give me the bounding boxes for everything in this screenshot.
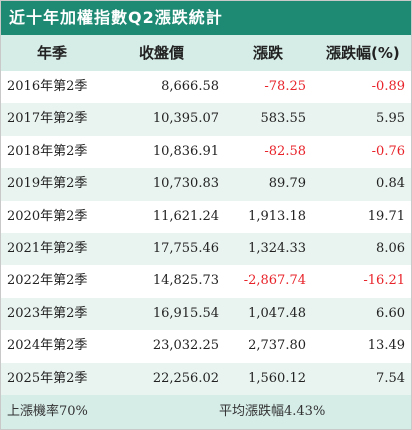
cell-close: 22,256.02 [152,370,219,386]
cell-period: 2024年第2季 [7,338,88,354]
table-title: 近十年加權指數Q2漲跌統計 [1,1,411,35]
header-period: 年季 [37,44,68,62]
cell-change: 1,324.33 [248,240,306,256]
table-row: 2017年第2季 10,395.07 583.55 5.95 [1,103,411,136]
cell-period: 2022年第2季 [7,273,88,289]
cell-period: 2018年第2季 [7,143,88,159]
table-row: 2021年第2季 17,755.46 1,324.33 8.06 [1,232,411,266]
table-row: 2024年第2季 23,032.25 2,737.80 13.49 [1,330,411,362]
cell-change: 1,560.12 [248,370,306,386]
table-row: 2020年第2季 11,621.24 1,913.18 19.71 [1,201,411,233]
footer-avg-change: 平均漲跌幅4.43% [219,404,326,419]
cell-change: 1,913.18 [248,208,306,224]
cell-pct: 8.06 [376,240,405,256]
table-body: 2016年第2季 8,666.58 -78.25 -0.89 2017年第2季 … [1,71,411,395]
cell-change: -78.25 [264,79,306,94]
cell-close: 16,915.54 [152,305,219,321]
table-header: 年季 收盤價 漲跌 漲跌幅(%) [1,35,411,71]
cell-close: 11,621.24 [152,208,219,224]
cell-pct: 6.60 [376,305,405,321]
cell-close: 10,395.07 [152,111,219,127]
cell-pct: 7.54 [376,370,405,386]
cell-pct: 5.95 [376,111,405,127]
table-row: 2022年第2季 14,825.73 -2,867.74 -16.21 [1,265,411,297]
cell-period: 2025年第2季 [7,370,88,386]
cell-change: 583.55 [260,111,307,127]
cell-change: -2,867.74 [243,273,306,289]
footer-up-rate: 上漲機率70% [7,404,88,419]
cell-close: 23,032.25 [152,338,219,354]
table-row: 2025年第2季 22,256.02 1,560.12 7.54 [1,362,411,395]
table-row: 2019年第2季 10,730.83 89.79 0.84 [1,168,411,201]
cell-period: 2023年第2季 [7,305,88,321]
cell-pct: -16.21 [363,273,405,289]
cell-pct: -0.89 [371,79,405,94]
header-pct: 漲跌幅(%) [326,44,400,62]
cell-period: 2021年第2季 [7,240,88,256]
header-change: 漲跌 [253,44,284,62]
cell-change: 2,737.80 [248,338,306,354]
cell-close: 10,730.83 [152,176,219,192]
cell-pct: 13.49 [367,338,405,354]
cell-change: 89.79 [268,176,306,192]
cell-change: 1,047.48 [248,305,306,321]
cell-close: 10,836.91 [152,143,219,159]
cell-close: 17,755.46 [152,240,219,256]
cell-change: -82.58 [264,143,306,159]
cell-period: 2020年第2季 [7,208,88,224]
cell-period: 2017年第2季 [7,111,88,127]
cell-close: 14,825.73 [152,273,219,289]
table-row: 2023年第2季 16,915.54 1,047.48 6.60 [1,297,411,331]
table-row: 2018年第2季 10,836.91 -82.58 -0.76 [1,136,411,168]
table-row: 2016年第2季 8,666.58 -78.25 -0.89 [1,71,411,103]
cell-period: 2019年第2季 [7,176,88,192]
table-footer: 上漲機率70% 平均漲跌幅4.43% [1,395,411,429]
cell-close: 8,666.58 [161,79,219,94]
cell-pct: -0.76 [371,143,405,159]
cell-period: 2016年第2季 [7,79,88,94]
header-close: 收盤價 [139,44,185,62]
cell-pct: 0.84 [376,176,405,192]
cell-pct: 19.71 [367,208,405,224]
